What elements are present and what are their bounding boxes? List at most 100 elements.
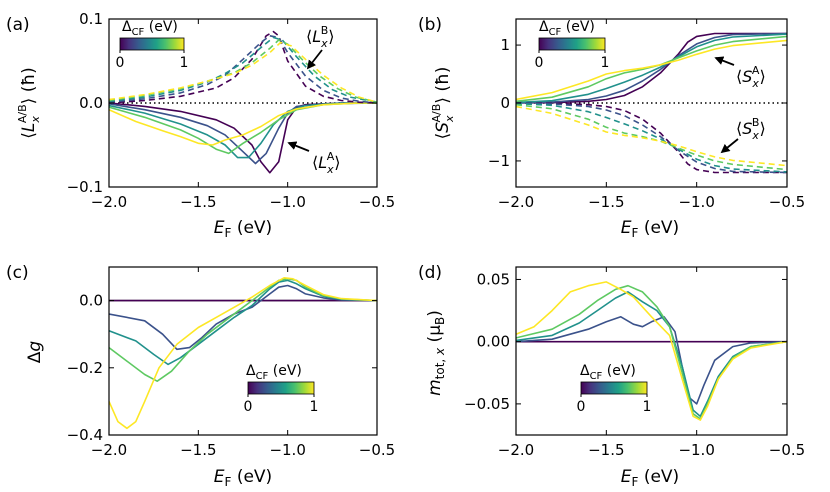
colorbar-gradient-a — [119, 37, 185, 51]
series-line-b-8 — [516, 103, 787, 171]
panel-label-b: (b) — [418, 15, 442, 35]
colorbar-label-a: ΔCF (eV) — [122, 19, 178, 38]
series-line-a-9 — [109, 41, 377, 103]
series-line-a-6 — [109, 35, 377, 104]
colorbar-tick-0-c: 0 — [244, 399, 253, 415]
annotation-LA: ⟨LxA⟩ — [287, 141, 340, 176]
series-line-b-6 — [516, 102, 787, 174]
colorbar-gradient-b — [538, 37, 606, 51]
x-tick-label-a-0: −2.0 — [91, 193, 127, 211]
x-axis-label-b: EF (eV) — [621, 218, 679, 240]
x-tick-label-b-3: −0.5 — [769, 193, 805, 211]
series-line-a-2 — [109, 102, 377, 159]
panel-label-d: (d) — [418, 263, 442, 283]
series-line-a-4 — [109, 102, 377, 146]
y-tick-label-c-2: 0.0 — [79, 292, 103, 310]
y-axis-label-d: mtot, x (μB) — [425, 310, 447, 396]
y-tick-label-a-0: −0.1 — [67, 178, 103, 196]
axes-frame-c — [108, 266, 378, 436]
annotation-LB: ⟨LxB⟩ — [306, 24, 334, 70]
x-tick-label-a-1: −1.5 — [180, 193, 216, 211]
y-tick-label-a-1: 0.0 — [79, 94, 103, 112]
y-tick-label-b-1: 0 — [500, 94, 510, 112]
series-line-b-5 — [516, 102, 787, 174]
series-line-a-1 — [109, 102, 377, 165]
x-tick-label-c-2: −1.0 — [269, 441, 305, 459]
chart-panel-c: −2.0 −1.5 −1.0 −0.5 −0.4 −0.2 0.0 — [67, 266, 395, 459]
annotation-label-SA: ⟨SxA⟩ — [736, 64, 766, 90]
annotation-arrow-SA — [714, 56, 735, 66]
y-tick-label-b-2: 1 — [500, 36, 510, 54]
y-tick-label-c-1: −0.2 — [67, 359, 103, 377]
x-tick-label-a-2: −1.0 — [269, 193, 305, 211]
colorbar-label-b: ΔCF (eV) — [539, 19, 595, 38]
x-tick-label-c-0: −2.0 — [91, 441, 127, 459]
x-tick-label-a-3: −0.5 — [359, 193, 395, 211]
panel-label-c: (c) — [6, 263, 29, 283]
colorbar-tick-1-d: 1 — [643, 399, 652, 415]
colorbar-tick-1-c: 1 — [310, 399, 319, 415]
colorbar-a: ΔCF (eV) 0 1 — [116, 19, 189, 71]
y-axis-label-c: Δg — [25, 341, 45, 364]
colorbar-tick-1-a: 1 — [180, 55, 189, 71]
annotation-arrow-LA — [287, 141, 310, 152]
colorbar-d: ΔCF (eV) 0 1 — [577, 363, 652, 415]
chart-panel-d: −2.0 −1.5 −1.0 −0.5 −0.05 0.00 0.05 — [464, 266, 805, 459]
colorbar-tick-0-a: 0 — [116, 55, 125, 71]
x-axis-label-a: EF (eV) — [214, 218, 272, 240]
colorbar-tick-0-b: 0 — [535, 55, 544, 71]
y-tick-label-c-0: −0.4 — [67, 426, 103, 444]
colorbar-b: ΔCF (eV) 0 1 — [535, 19, 610, 71]
series-line-b-7 — [516, 102, 787, 173]
y-axis-label-b: ⟨SxA/B⟩ (ħ) — [430, 67, 456, 140]
x-tick-label-d-1: −1.5 — [588, 441, 624, 459]
panel-label-a: (a) — [6, 15, 30, 35]
series-line-d-2 — [516, 291, 787, 418]
annotation-label-SB: ⟨SxB⟩ — [736, 116, 766, 142]
x-axis-label-d: EF (eV) — [621, 467, 679, 489]
chart-panel-b: −2.0 −1.5 −1.0 −0.5 −1 0 1 — [488, 18, 805, 211]
x-tick-label-c-3: −0.5 — [359, 441, 395, 459]
annotation-label-LB: ⟨LxB⟩ — [306, 24, 334, 50]
y-tick-label-d-1: 0.00 — [477, 333, 510, 351]
x-tick-label-b-1: −1.5 — [588, 193, 624, 211]
series-line-d-1 — [516, 316, 787, 405]
chart-panel-a: −2.0 −1.5 −1.0 −0.5 −0.1 0.0 0.1 — [67, 10, 396, 211]
y-tick-label-d-2: 0.05 — [477, 270, 510, 288]
annotation-label-LA: ⟨LxA⟩ — [312, 150, 340, 176]
colorbar-label-c: ΔCF (eV) — [246, 363, 302, 382]
annotation-arrow-LB — [306, 49, 323, 70]
y-tick-label-d-0: −0.05 — [464, 395, 510, 413]
series-line-c-2 — [109, 279, 377, 366]
x-tick-label-b-0: −2.0 — [498, 193, 534, 211]
colorbar-tick-0-d: 0 — [577, 399, 586, 415]
y-tick-label-b-0: −1 — [488, 152, 510, 170]
x-axis-label-c: EF (eV) — [214, 467, 272, 489]
axes-frame-d — [515, 266, 788, 436]
annotation-SA: ⟨SxA⟩ — [714, 56, 766, 90]
colorbar-gradient-c — [247, 381, 315, 395]
x-tick-label-c-1: −1.5 — [180, 441, 216, 459]
colorbar-tick-1-b: 1 — [601, 55, 610, 71]
colorbar-gradient-d — [580, 381, 648, 395]
colorbar-label-d: ΔCF (eV) — [580, 363, 636, 382]
series-line-a-7 — [109, 36, 377, 103]
series-line-c-1 — [109, 284, 377, 351]
x-tick-label-b-2: −1.0 — [678, 193, 714, 211]
series-line-d-4 — [516, 281, 787, 421]
annotation-SB: ⟨SxB⟩ — [720, 116, 766, 154]
series-line-c-3 — [109, 278, 377, 382]
annotation-arrow-SB — [720, 138, 739, 154]
colorbar-c: ΔCF (eV) 0 1 — [244, 363, 319, 415]
series-line-b-2 — [516, 33, 787, 104]
y-tick-label-a-2: 0.1 — [79, 10, 103, 28]
series-line-c-4 — [109, 277, 377, 430]
series-line-b-4 — [516, 39, 787, 101]
y-axis-label-a: ⟨LxA/B⟩ (ħ) — [16, 67, 42, 139]
x-tick-label-d-0: −2.0 — [498, 441, 534, 459]
x-tick-label-d-2: −1.0 — [678, 441, 714, 459]
series-line-b-1 — [516, 32, 787, 104]
series-line-a-5 — [109, 30, 377, 104]
series-line-b-0 — [516, 32, 787, 104]
